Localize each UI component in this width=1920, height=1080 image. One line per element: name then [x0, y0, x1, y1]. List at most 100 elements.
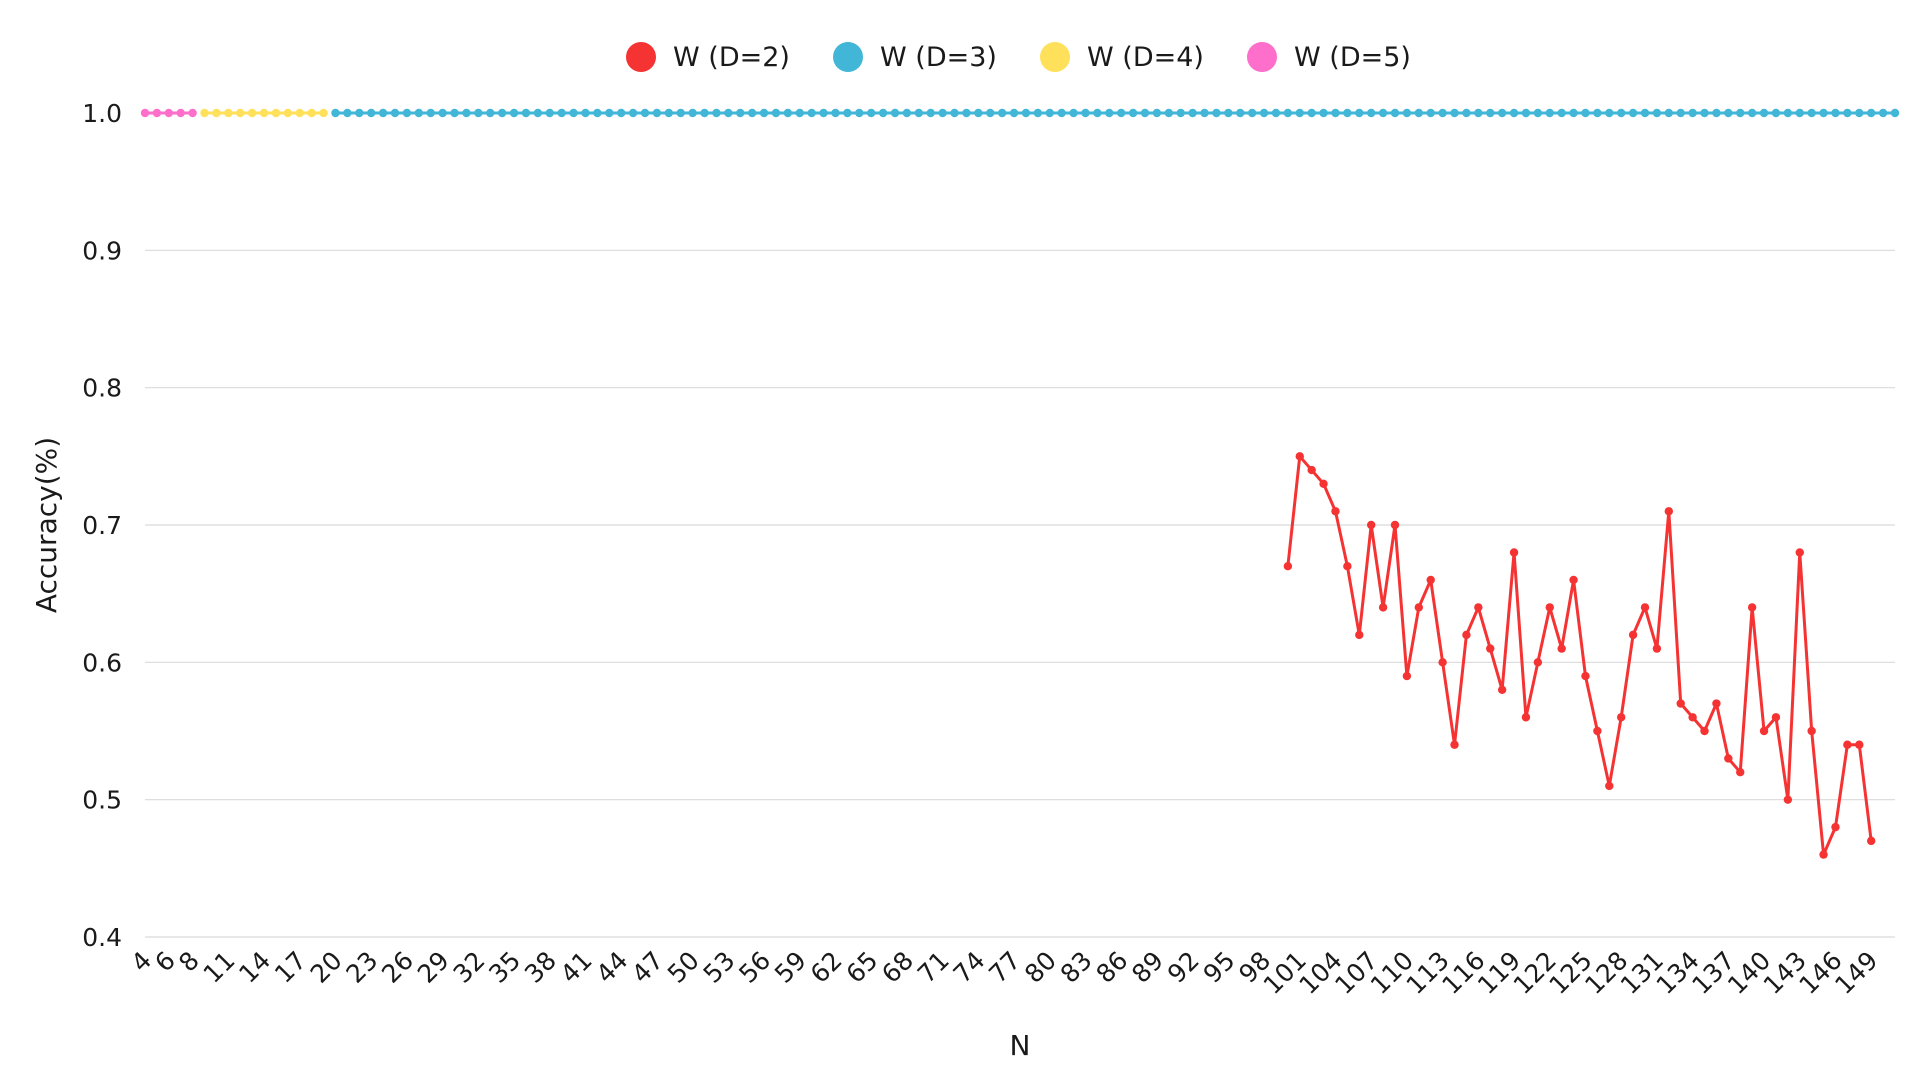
data-point	[1450, 108, 1459, 118]
x-tick-label: 8	[173, 946, 205, 978]
data-point	[1605, 108, 1614, 118]
data-point	[1283, 108, 1293, 118]
data-point	[1521, 108, 1531, 118]
data-point	[712, 108, 721, 118]
data-point	[212, 108, 221, 118]
data-point	[1164, 108, 1174, 118]
data-point	[1271, 108, 1281, 118]
series-layer	[140, 108, 1900, 859]
data-point	[1712, 699, 1721, 708]
data-point	[1640, 603, 1650, 612]
data-point	[1116, 108, 1126, 118]
x-tick-label: 149	[1829, 946, 1883, 1000]
data-point	[545, 108, 554, 118]
data-point	[438, 108, 447, 118]
data-point	[1652, 108, 1662, 118]
data-point	[855, 108, 864, 118]
data-point	[509, 108, 519, 118]
data-point	[1759, 726, 1769, 736]
y-axis-title: Accuracy(%)	[30, 437, 63, 613]
data-point	[736, 108, 745, 118]
data-point	[283, 108, 293, 118]
y-tick-label: 0.5	[82, 786, 122, 815]
data-point	[1128, 108, 1138, 118]
data-point	[355, 108, 364, 118]
data-point	[783, 108, 793, 118]
data-point	[1807, 726, 1816, 736]
data-point	[962, 108, 971, 118]
data-point	[1509, 548, 1519, 557]
data-point	[1069, 108, 1078, 118]
data-point	[1331, 108, 1340, 118]
data-point	[295, 108, 304, 118]
data-point	[1366, 108, 1376, 118]
legend-item: W (D=2)	[626, 42, 790, 73]
data-point	[652, 108, 662, 118]
data-point	[1676, 699, 1685, 708]
data-point	[1307, 465, 1316, 475]
y-tick-label: 0.4	[82, 923, 122, 952]
data-point	[1283, 562, 1293, 571]
data-point	[533, 108, 543, 118]
data-point	[402, 108, 412, 118]
data-point	[1736, 108, 1745, 118]
data-point	[1045, 108, 1054, 118]
data-point	[700, 108, 709, 118]
data-point	[1295, 108, 1304, 118]
data-point	[390, 108, 400, 118]
data-point	[771, 108, 781, 118]
data-point	[1866, 836, 1876, 846]
legend-swatch	[626, 42, 656, 72]
legend-swatch	[1247, 42, 1277, 72]
data-point	[1855, 740, 1864, 749]
data-point	[1176, 108, 1185, 118]
data-point	[581, 108, 590, 118]
data-point	[1057, 108, 1066, 118]
x-axis-ticks: 4681114172023262932353841444750535659626…	[125, 946, 1883, 1000]
data-point	[1093, 108, 1102, 118]
data-point	[1212, 108, 1221, 118]
data-point	[164, 108, 174, 118]
data-point	[1236, 108, 1245, 118]
data-point	[1355, 630, 1364, 640]
data-point	[343, 108, 352, 118]
data-point	[1652, 644, 1662, 653]
data-point	[1593, 108, 1602, 118]
data-point	[1569, 108, 1578, 118]
series-group	[331, 108, 1900, 118]
data-point	[1533, 108, 1543, 118]
data-point	[843, 108, 852, 118]
data-point	[414, 108, 424, 118]
data-point	[1628, 108, 1638, 118]
data-point	[1593, 726, 1602, 736]
data-point	[1390, 108, 1400, 118]
legend-item: W (D=4)	[1040, 42, 1204, 73]
data-point	[616, 108, 626, 118]
data-point	[366, 108, 376, 118]
data-point	[795, 108, 804, 118]
data-point	[1200, 108, 1209, 118]
data-point	[1462, 108, 1471, 118]
data-point	[676, 108, 685, 118]
data-point	[628, 108, 638, 118]
data-point	[1795, 108, 1804, 118]
legend-label: W (D=5)	[1294, 42, 1411, 73]
data-point	[1664, 108, 1674, 118]
data-point	[497, 108, 507, 118]
data-point	[1486, 644, 1495, 653]
data-point	[1688, 108, 1697, 118]
data-point	[1152, 108, 1162, 118]
data-point	[1474, 108, 1483, 118]
data-point	[1521, 713, 1531, 722]
data-point	[1343, 108, 1352, 118]
data-point	[1664, 507, 1674, 516]
data-point	[986, 108, 995, 118]
data-point	[831, 108, 840, 118]
data-point	[1366, 520, 1376, 530]
data-point	[1616, 713, 1626, 722]
series-group	[200, 108, 328, 118]
data-point	[878, 108, 888, 118]
data-point	[1331, 507, 1340, 516]
